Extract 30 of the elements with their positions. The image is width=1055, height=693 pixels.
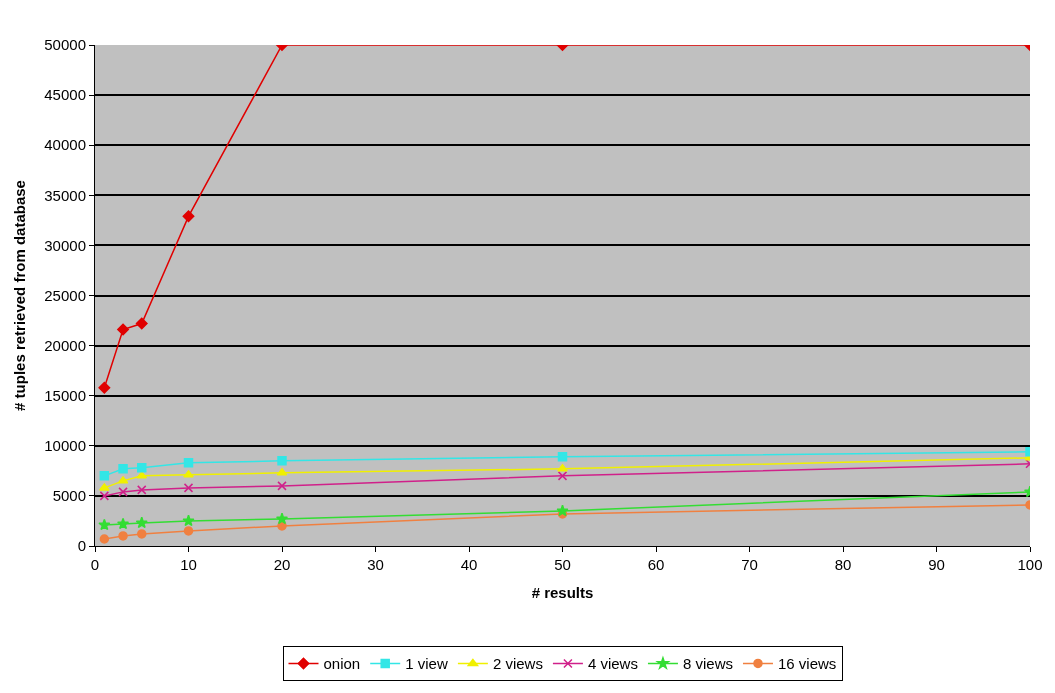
y-tick-label: 0	[77, 537, 86, 555]
legend-label: 2 views	[492, 655, 543, 673]
y-tick-label: 35000	[44, 186, 86, 204]
y-tick-label: 15000	[44, 386, 86, 404]
y-tick-label: 5000	[52, 487, 86, 505]
legend-label: 1 view	[405, 655, 448, 673]
x-tick-label: 70	[741, 556, 758, 573]
y-tick-label: 20000	[44, 336, 86, 354]
x-tick-label: 10	[180, 556, 197, 573]
y-tick-label: 10000	[44, 437, 86, 455]
x-tick-label: 50	[554, 556, 571, 573]
x-tick-label: 0	[90, 556, 100, 573]
legend-label: onion	[323, 655, 361, 673]
x-tick-label: 40	[460, 556, 478, 573]
x-tick-label: 20	[273, 556, 291, 573]
x-tick-label: 80	[834, 556, 852, 573]
legend-label: 16 views	[777, 655, 837, 673]
y-tick-label: 50000	[44, 36, 86, 54]
x-tick-label: 100	[1017, 556, 1043, 573]
x-axis-title: # results	[531, 584, 594, 601]
y-tick-label: 25000	[44, 286, 86, 304]
y-tick-label: 45000	[44, 86, 86, 104]
x-tick-label: 60	[647, 556, 665, 573]
legend-label: 4 views	[587, 655, 638, 673]
x-tick-label: 90	[928, 556, 945, 573]
y-tick-label: 40000	[44, 136, 86, 154]
y-axis-title: # tuples retrieved from database	[10, 180, 28, 411]
legend-label: 8 views	[682, 655, 733, 673]
y-tick-label: 30000	[44, 236, 86, 254]
x-tick-label: 30	[367, 556, 384, 573]
